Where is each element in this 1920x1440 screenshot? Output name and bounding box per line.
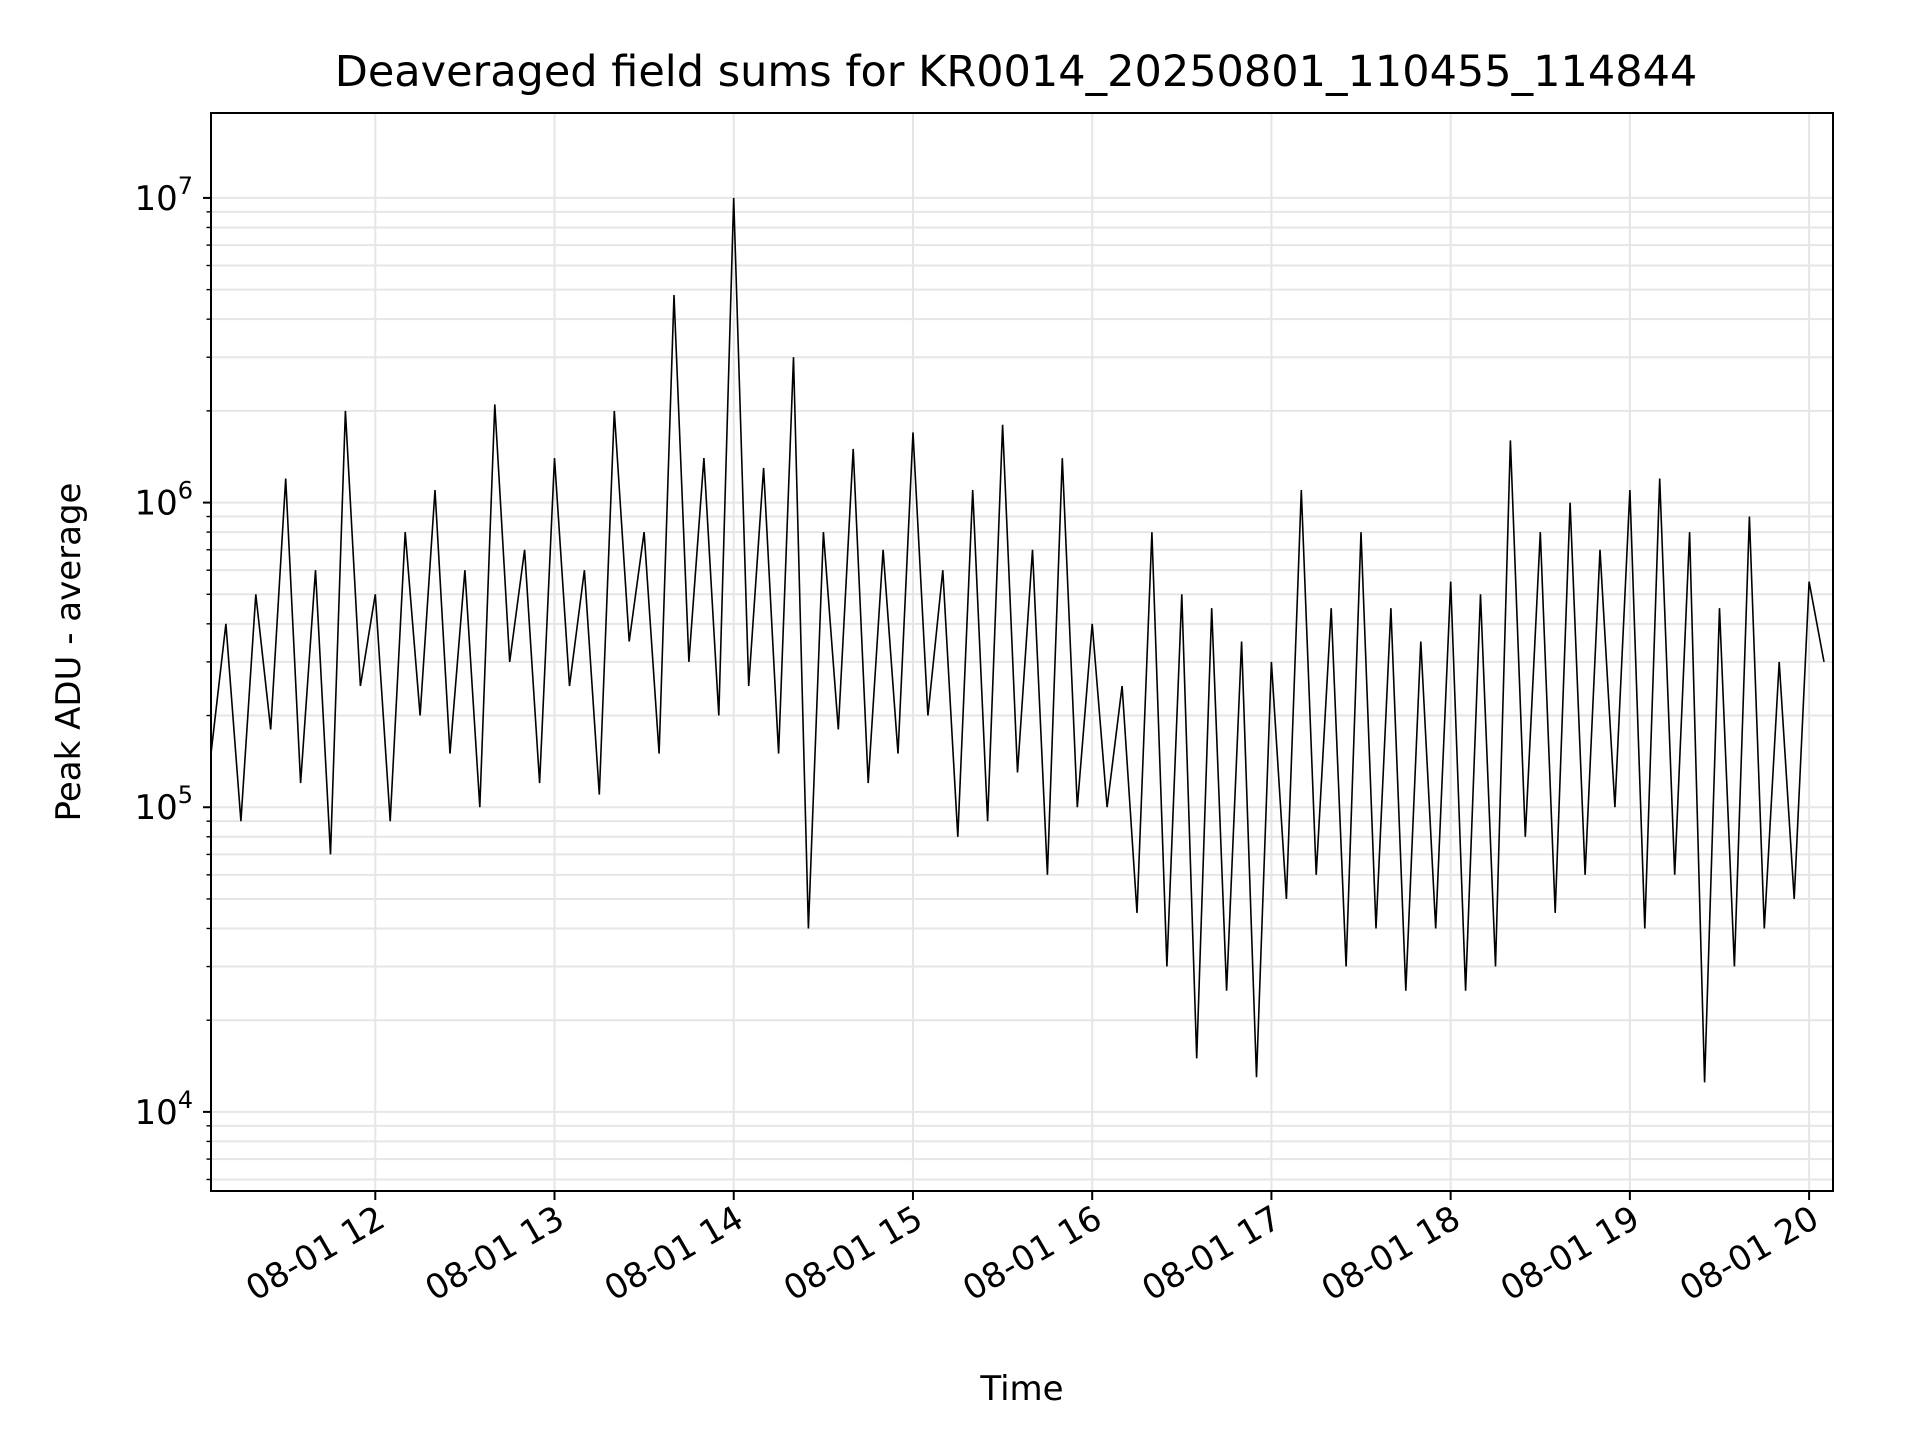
plot-frame: [210, 112, 1834, 1192]
y-tick-label: 105: [134, 781, 193, 828]
data-line: [210, 197, 1825, 1083]
grid: [211, 113, 1833, 1191]
y-tick-label: 106: [134, 477, 193, 524]
series: [210, 197, 1825, 1083]
y-tick-label: 107: [134, 172, 193, 219]
y-axis-label: Peak ADU - average: [49, 483, 89, 822]
y-tick-label: 104: [134, 1086, 193, 1133]
chart-title: Deaveraged field sums for KR0014_2025080…: [335, 47, 1698, 97]
x-axis-label: Time: [979, 1369, 1063, 1409]
